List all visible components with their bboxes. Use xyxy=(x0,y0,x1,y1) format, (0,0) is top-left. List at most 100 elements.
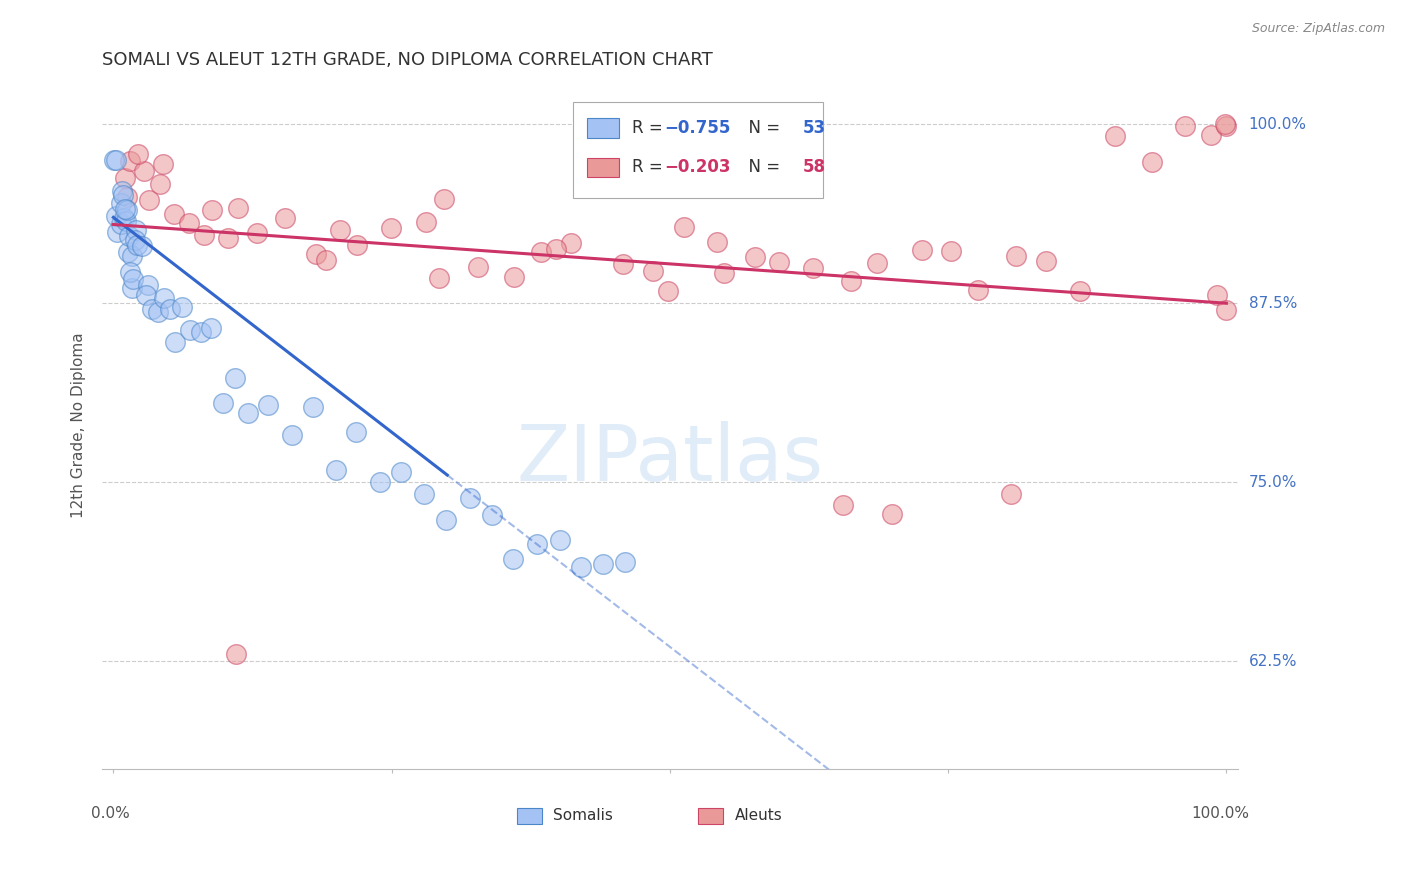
Text: R =: R = xyxy=(633,158,668,177)
Point xyxy=(201,202,224,217)
Point xyxy=(831,498,853,512)
FancyBboxPatch shape xyxy=(574,102,823,198)
Point xyxy=(105,225,128,239)
Text: R =: R = xyxy=(633,119,668,137)
Point xyxy=(548,533,571,548)
Point xyxy=(122,272,145,286)
Point xyxy=(200,321,222,335)
Point xyxy=(305,247,328,261)
Point xyxy=(211,396,233,410)
Point xyxy=(146,304,169,318)
Point xyxy=(415,214,437,228)
Point xyxy=(114,202,136,216)
Point xyxy=(193,227,215,242)
Point xyxy=(643,264,665,278)
Point xyxy=(329,223,352,237)
Point xyxy=(127,147,149,161)
Point xyxy=(526,537,548,551)
Point xyxy=(866,256,889,270)
Point xyxy=(117,245,139,260)
Point xyxy=(141,301,163,316)
Point xyxy=(592,557,614,571)
Point xyxy=(744,250,766,264)
Point xyxy=(246,226,269,240)
Point xyxy=(115,213,138,227)
Point xyxy=(389,465,412,479)
Point xyxy=(118,265,141,279)
Point xyxy=(1069,285,1091,299)
Point xyxy=(301,400,323,414)
Point xyxy=(839,274,862,288)
Point xyxy=(1174,120,1197,134)
Y-axis label: 12th Grade, No Diploma: 12th Grade, No Diploma xyxy=(72,332,86,517)
Text: Somalis: Somalis xyxy=(553,808,613,823)
Point xyxy=(1213,117,1236,131)
Point xyxy=(125,223,148,237)
Point xyxy=(530,244,553,259)
Point xyxy=(967,283,990,297)
Point xyxy=(560,235,582,250)
Point xyxy=(105,153,128,168)
Point xyxy=(434,513,457,527)
Point xyxy=(190,325,212,339)
Point xyxy=(115,203,138,218)
Point xyxy=(368,475,391,489)
Point xyxy=(115,190,138,204)
Point xyxy=(1199,128,1222,142)
Point xyxy=(127,238,149,252)
Point xyxy=(110,218,132,232)
Text: Aleuts: Aleuts xyxy=(734,808,782,823)
Point xyxy=(546,243,568,257)
Point xyxy=(121,281,143,295)
Point xyxy=(118,229,141,244)
Point xyxy=(1035,254,1057,268)
Point xyxy=(236,407,259,421)
Point xyxy=(134,164,156,178)
Point xyxy=(1215,119,1237,133)
Point xyxy=(110,195,132,210)
Point xyxy=(179,323,201,337)
Point xyxy=(880,508,903,522)
Text: 87.5%: 87.5% xyxy=(1249,296,1296,310)
Point xyxy=(135,288,157,302)
Point xyxy=(433,192,456,206)
Point xyxy=(136,278,159,293)
Point xyxy=(713,266,735,280)
Text: 100.0%: 100.0% xyxy=(1191,806,1249,822)
Point xyxy=(672,219,695,234)
Point xyxy=(768,254,790,268)
Point xyxy=(103,153,125,167)
Point xyxy=(801,260,824,275)
Point xyxy=(177,216,200,230)
Point xyxy=(131,239,153,253)
Text: 0.0%: 0.0% xyxy=(91,806,129,822)
Point xyxy=(224,371,246,385)
Point xyxy=(569,559,592,574)
Point xyxy=(325,463,347,477)
Text: 62.5%: 62.5% xyxy=(1249,654,1298,669)
FancyBboxPatch shape xyxy=(516,808,541,823)
Point xyxy=(344,425,367,439)
Point xyxy=(226,201,249,215)
Point xyxy=(138,193,160,207)
Point xyxy=(503,269,526,284)
FancyBboxPatch shape xyxy=(586,119,619,137)
Point xyxy=(1206,287,1229,301)
FancyBboxPatch shape xyxy=(699,808,723,823)
Text: N =: N = xyxy=(738,158,786,177)
Point xyxy=(124,234,146,248)
Point xyxy=(1005,249,1028,263)
Point xyxy=(163,335,186,350)
Point xyxy=(152,157,174,171)
Point xyxy=(149,177,172,191)
Point xyxy=(118,153,141,168)
Text: −0.755: −0.755 xyxy=(664,119,731,137)
Point xyxy=(657,284,679,298)
Point xyxy=(274,211,297,226)
Text: 75.0%: 75.0% xyxy=(1249,475,1296,490)
Point xyxy=(481,508,503,522)
Point xyxy=(159,302,181,317)
Point xyxy=(1000,487,1022,501)
Point xyxy=(614,555,637,569)
Point xyxy=(380,221,402,235)
